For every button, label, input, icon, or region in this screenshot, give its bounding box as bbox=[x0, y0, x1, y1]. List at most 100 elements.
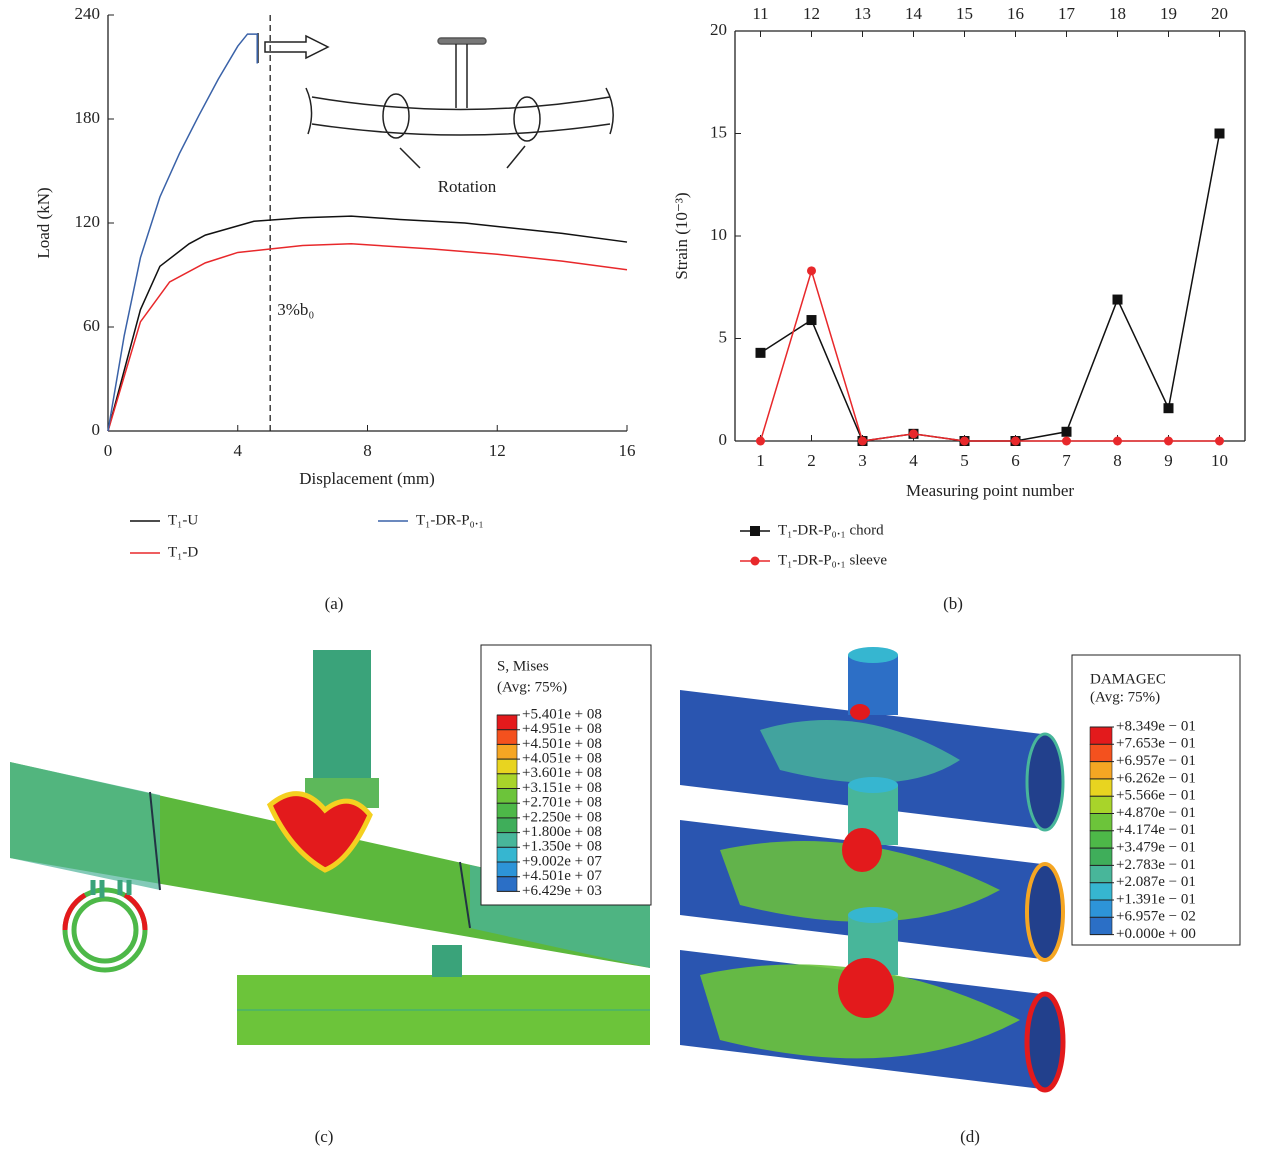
x2-tick-label: 14 bbox=[905, 4, 923, 23]
fe-model-d bbox=[680, 647, 1063, 1090]
legend-swatch bbox=[1090, 744, 1112, 761]
x-axis-title: Measuring point number bbox=[906, 481, 1074, 500]
y-tick-label: 0 bbox=[719, 430, 728, 449]
legend-label: +1.800e + 08 bbox=[522, 824, 602, 840]
legend-title: DAMAGEC bbox=[1090, 671, 1166, 687]
x2-tick-label: 17 bbox=[1058, 4, 1076, 23]
legend-label: +6.262e − 01 bbox=[1116, 770, 1196, 786]
legend-swatch bbox=[1090, 917, 1112, 934]
x2-tick-label: 13 bbox=[854, 4, 871, 23]
x-tick-label: 10 bbox=[1211, 451, 1228, 470]
legend-label: +1.350e + 08 bbox=[522, 839, 602, 855]
legend-label: +6.957e − 01 bbox=[1116, 753, 1196, 769]
legend-label: +4.501e + 07 bbox=[522, 868, 602, 884]
marker bbox=[1113, 295, 1123, 305]
annotation: 3%b₀ bbox=[277, 300, 314, 319]
series-line bbox=[108, 216, 627, 431]
legend-label: +1.391e − 01 bbox=[1116, 891, 1196, 907]
y-tick-label: 240 bbox=[75, 4, 101, 23]
y-tick-label: 10 bbox=[710, 225, 727, 244]
y-tick-label: 20 bbox=[710, 20, 727, 39]
legend-swatch bbox=[497, 877, 517, 892]
y-tick-label: 180 bbox=[75, 108, 101, 127]
marker bbox=[1215, 129, 1225, 139]
y-tick-label: 60 bbox=[83, 316, 100, 335]
y-axis-title: Load (kN) bbox=[34, 187, 53, 258]
legend-label: T₁-DR-P₀.₁ chord bbox=[778, 522, 884, 538]
legend-label: +2.250e + 08 bbox=[522, 809, 602, 825]
marker bbox=[909, 429, 918, 438]
legend-label: +7.653e − 01 bbox=[1116, 736, 1196, 752]
legend-swatch bbox=[1090, 762, 1112, 779]
x2-tick-label: 16 bbox=[1007, 4, 1024, 23]
x2-tick-label: 19 bbox=[1160, 4, 1177, 23]
marker bbox=[1011, 437, 1020, 446]
marker bbox=[1113, 437, 1122, 446]
legend-swatch bbox=[1090, 865, 1112, 882]
x2-tick-label: 15 bbox=[956, 4, 973, 23]
x2-tick-label: 12 bbox=[803, 4, 820, 23]
x-tick-label: 8 bbox=[1113, 451, 1122, 470]
marker bbox=[807, 266, 816, 275]
series-line bbox=[108, 34, 257, 431]
legend-swatch bbox=[497, 818, 517, 833]
marker bbox=[858, 437, 867, 446]
y-tick-label: 5 bbox=[719, 327, 728, 346]
legend-swatch bbox=[497, 833, 517, 848]
legend-label: +4.501e + 08 bbox=[522, 736, 602, 752]
panel-label: (a) bbox=[325, 594, 344, 613]
legend-label: +8.349e − 01 bbox=[1116, 718, 1196, 734]
x-tick-label: 1 bbox=[756, 451, 765, 470]
legend-swatch bbox=[497, 759, 517, 774]
x-tick-label: 0 bbox=[104, 441, 113, 460]
legend-swatch bbox=[497, 862, 517, 877]
legend-swatch bbox=[497, 744, 517, 759]
figure: 0601201802400481216Displacement (mm)Load… bbox=[0, 0, 1273, 1151]
x2-tick-label: 18 bbox=[1109, 4, 1126, 23]
legend-item: T₁-U bbox=[130, 512, 198, 528]
legend-swatch bbox=[1090, 883, 1112, 900]
y-tick-label: 120 bbox=[75, 212, 101, 231]
legend-swatch bbox=[497, 715, 517, 730]
x-tick-label: 4 bbox=[234, 441, 243, 460]
legend-subtitle: (Avg: 75%) bbox=[1090, 689, 1160, 705]
marker bbox=[1164, 437, 1173, 446]
legend-swatch bbox=[1090, 900, 1112, 917]
panel-label: (b) bbox=[943, 594, 963, 613]
legend-title: S, Mises bbox=[497, 658, 549, 674]
legend-item: T₁-D bbox=[130, 544, 198, 560]
legend-label: +5.401e + 08 bbox=[522, 706, 602, 722]
y-tick-label: 15 bbox=[710, 122, 727, 141]
marker bbox=[756, 437, 765, 446]
legend-swatch bbox=[497, 774, 517, 789]
legend-marker bbox=[750, 526, 760, 536]
inset-drawing bbox=[258, 33, 613, 168]
legend-swatch bbox=[1090, 727, 1112, 744]
legend-swatch bbox=[497, 847, 517, 862]
x-tick-label: 7 bbox=[1062, 451, 1071, 470]
x-tick-label: 3 bbox=[858, 451, 867, 470]
legend-label: +4.174e − 01 bbox=[1116, 822, 1196, 838]
x-axis-title: Displacement (mm) bbox=[299, 469, 435, 488]
legend-item: T₁-DR-P₀.₁ bbox=[378, 512, 484, 528]
series-line bbox=[761, 134, 1220, 442]
legend-label: +2.701e + 08 bbox=[522, 795, 602, 811]
marker bbox=[1164, 403, 1174, 413]
legend-swatch bbox=[497, 789, 517, 804]
contour-legend: S, Mises(Avg: 75%)+5.401e + 08+4.951e + … bbox=[481, 645, 651, 905]
x-tick-label: 2 bbox=[807, 451, 816, 470]
panel-label: (c) bbox=[315, 1127, 334, 1146]
legend-item: T₁-DR-P₀.₁ chord bbox=[740, 522, 884, 538]
legend-label: T₁-U bbox=[168, 512, 198, 528]
marker bbox=[756, 348, 766, 358]
y-axis-title: Strain (10⁻³) bbox=[672, 192, 691, 279]
series-line bbox=[108, 244, 627, 431]
legend-label: T₁-D bbox=[168, 544, 198, 560]
legend-marker bbox=[751, 557, 760, 566]
marker bbox=[807, 315, 817, 325]
legend-label: +4.051e + 08 bbox=[522, 751, 602, 767]
contour-legend: DAMAGEC (Avg: 75%) +8.349e − 01 +7.653e − 0… bbox=[1072, 655, 1240, 945]
legend-label: +2.783e − 01 bbox=[1116, 857, 1196, 873]
legend-label: +6.429e + 03 bbox=[522, 883, 602, 899]
legend-label: +3.479e − 01 bbox=[1116, 840, 1196, 856]
